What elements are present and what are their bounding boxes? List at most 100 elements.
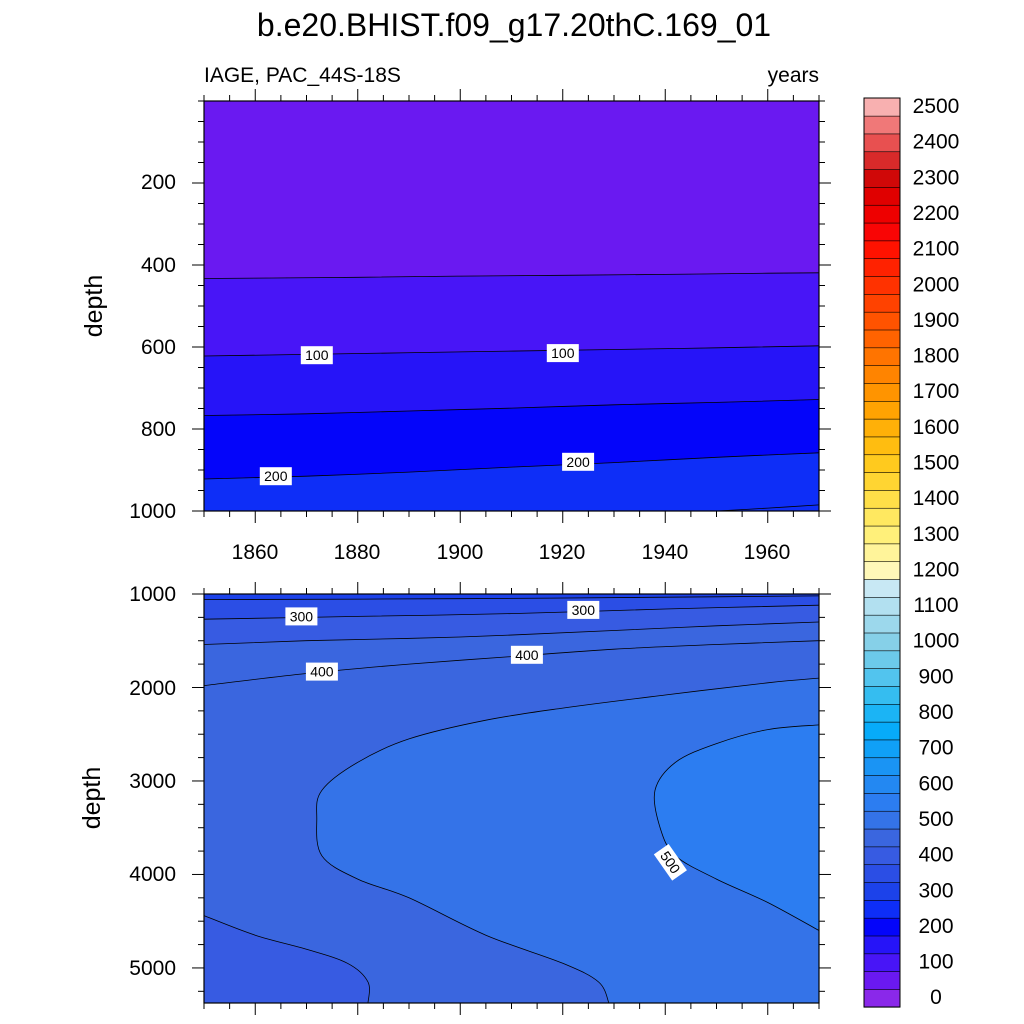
contour-label-bg [562, 452, 595, 471]
colorbar-label: 1700 [913, 380, 960, 403]
colorbar-box [863, 596, 901, 616]
upper-y-tick-label: 200 [141, 171, 176, 194]
colorbar-box [863, 917, 901, 937]
upper-contour-line-250 [716, 504, 820, 512]
colorbar-box [863, 311, 901, 331]
lower-contour-fill [204, 594, 819, 1003]
contour-label-text: 400 [310, 664, 334, 680]
x-tick-label: 1940 [642, 541, 689, 564]
colorbar-box [863, 757, 901, 776]
colorbar-label: 400 [918, 844, 953, 867]
upper-band-50-100 [204, 272, 819, 356]
upper-contour-line-200 [203, 452, 820, 480]
contour-label-bg [653, 844, 687, 881]
contour-label-bg [285, 607, 318, 626]
colorbar-box [863, 382, 901, 402]
colorbar-box [863, 792, 901, 812]
contour-label-text: 100 [551, 345, 575, 361]
lower-y-tick-label: 1000 [129, 583, 176, 606]
colorbar-label: 200 [918, 915, 953, 938]
colorbar-label: 2100 [913, 238, 960, 261]
colorbar-box [863, 471, 901, 491]
x-tick-labels: 1860 1880 1900 1920 1940 1960 [232, 541, 791, 564]
colorbar-label: 2000 [913, 273, 960, 296]
colorbar-box [863, 525, 901, 545]
colorbar-box [863, 650, 901, 669]
colorbar-frame [863, 97, 901, 1008]
colorbar-box [863, 561, 901, 580]
lower-contour-line-250 [203, 595, 820, 600]
colorbar-box [863, 899, 901, 919]
x-tick-label: 1960 [744, 541, 791, 564]
colorbar-box [863, 418, 901, 438]
colorbar-box [863, 971, 901, 990]
colorbar-box [863, 240, 901, 260]
colorbar-labels: 2500240023002200210020001900180017001600… [913, 95, 960, 1009]
colorbar-label: 700 [918, 737, 953, 760]
contour-label-text: 300 [572, 602, 596, 618]
contour-label: 200 [562, 452, 595, 471]
x-tick-label: 1880 [334, 541, 381, 564]
lower-contour-line-450 [203, 915, 370, 1004]
lower-contour-line-350 [203, 621, 820, 645]
lower-band-300-350 [204, 594, 819, 620]
contour-label-bg [567, 600, 600, 619]
colorbar-label: 1600 [913, 416, 960, 439]
colorbar-box [863, 436, 901, 456]
colorbar-box [863, 329, 901, 349]
contour-label: 100 [546, 344, 579, 363]
colorbar-label: 1200 [913, 558, 960, 581]
upper-y-tick-label: 800 [141, 418, 176, 441]
colorbar-box [863, 614, 901, 634]
colorbar-box [863, 578, 901, 598]
upper-band-100-150 [204, 345, 819, 416]
colorbar-box [863, 222, 901, 242]
upper-contour-fill [204, 101, 819, 511]
contour-label: 400 [305, 662, 338, 681]
x-tick-label: 1900 [437, 541, 484, 564]
colorbar-label: 2400 [913, 131, 960, 154]
colorbar-box [863, 846, 901, 866]
colorbar-box [863, 97, 901, 117]
lower-ticks [192, 582, 831, 1015]
colorbar-label: 1000 [913, 630, 960, 653]
colorbar-box [863, 365, 901, 384]
colorbar-label: 1800 [913, 345, 960, 368]
contour-label-bg [510, 645, 543, 664]
colorbar-label: 1300 [913, 523, 960, 546]
upper-band-0-50 [204, 101, 819, 279]
colorbar-box [863, 774, 901, 794]
colorbar-box [863, 168, 901, 188]
lower-y-axis-label: depth [78, 767, 106, 830]
upper-y-tick-label: 400 [141, 254, 176, 277]
upper-y-axis-label: depth [80, 275, 108, 338]
lower-y-tick-label: 3000 [129, 770, 176, 793]
lower-band-350-400 [204, 915, 370, 1003]
colorbar-label: 300 [918, 879, 953, 902]
contour-label-text: 400 [515, 647, 539, 663]
upper-y-tick-label: 600 [141, 336, 176, 359]
colorbar-label: 500 [918, 808, 953, 831]
x-tick-label: 1920 [539, 541, 586, 564]
contour-label-bg [300, 346, 333, 365]
contour-label: 200 [259, 467, 292, 486]
lower-y-tick-label: 5000 [129, 957, 176, 980]
contour-label-text: 100 [305, 347, 329, 363]
upper-contour-lines [203, 272, 820, 512]
lower-band-250-300 [204, 594, 819, 600]
upper-band-150-200 [204, 399, 819, 479]
upper-y-tick-label: 1000 [129, 500, 176, 523]
colorbar-box [863, 186, 901, 206]
colorbar-box [863, 543, 901, 563]
contour-label-text: 200 [566, 454, 590, 470]
colorbar-box [863, 739, 901, 759]
colorbar-label: 2500 [913, 95, 960, 118]
colorbar-box [863, 400, 901, 420]
colorbar-label: 1900 [913, 309, 960, 332]
upper-contour-line-50 [203, 272, 820, 279]
colorbar-box [863, 275, 901, 295]
colorbar-box [863, 864, 901, 883]
contour-label-text: 300 [290, 608, 314, 624]
lower-contour-line-500 [653, 724, 820, 931]
